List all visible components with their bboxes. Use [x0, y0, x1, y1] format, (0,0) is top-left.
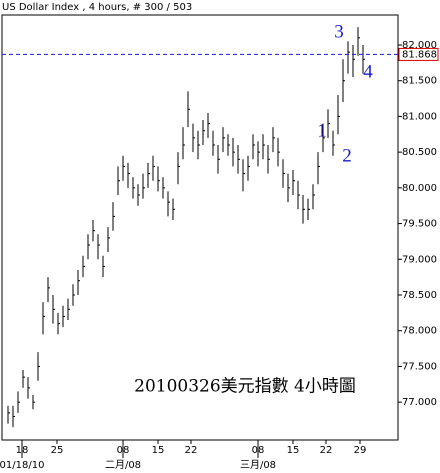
wave-label: 4 — [363, 61, 373, 82]
month-label: 二月/08 — [105, 459, 141, 471]
chart-title: US Dollar Index , 4 hours, # 300 / 503 — [2, 2, 192, 13]
y-tick-label: 77.000 — [402, 397, 437, 408]
y-tick-label: 77.500 — [402, 361, 437, 372]
y-tick-label: 81.000 — [402, 111, 437, 122]
last-price-box — [398, 47, 439, 61]
plot-frame — [1, 14, 399, 441]
month-label: 01/18/10 — [0, 460, 44, 471]
wave-label: 2 — [342, 145, 352, 166]
last-price-label: 81.868 — [402, 49, 437, 60]
wave-label: 3 — [334, 21, 344, 42]
x-tick-label: 22 — [185, 445, 198, 456]
month-label: 三月/08 — [240, 459, 276, 471]
y-tick-label: 79.000 — [402, 254, 437, 265]
x-tick-label: 15 — [287, 445, 300, 456]
y-tick-label: 80.500 — [402, 147, 437, 158]
x-tick-label: 25 — [51, 445, 64, 456]
y-tick-label: 82.000 — [402, 40, 437, 51]
y-tick-label: 79.500 — [402, 219, 437, 230]
y-tick-label: 81.500 — [402, 76, 437, 87]
y-tick-label: 78.000 — [402, 326, 437, 337]
caption: 20100326美元指數 4小時圖 — [134, 377, 356, 397]
x-tick-label: 15 — [152, 445, 165, 456]
x-tick-label: 29 — [354, 445, 367, 456]
y-tick-label: 78.500 — [402, 290, 437, 301]
wave-label: 1 — [317, 120, 327, 141]
y-tick-label: 80.000 — [402, 183, 437, 194]
x-tick-label: 22 — [320, 445, 333, 456]
